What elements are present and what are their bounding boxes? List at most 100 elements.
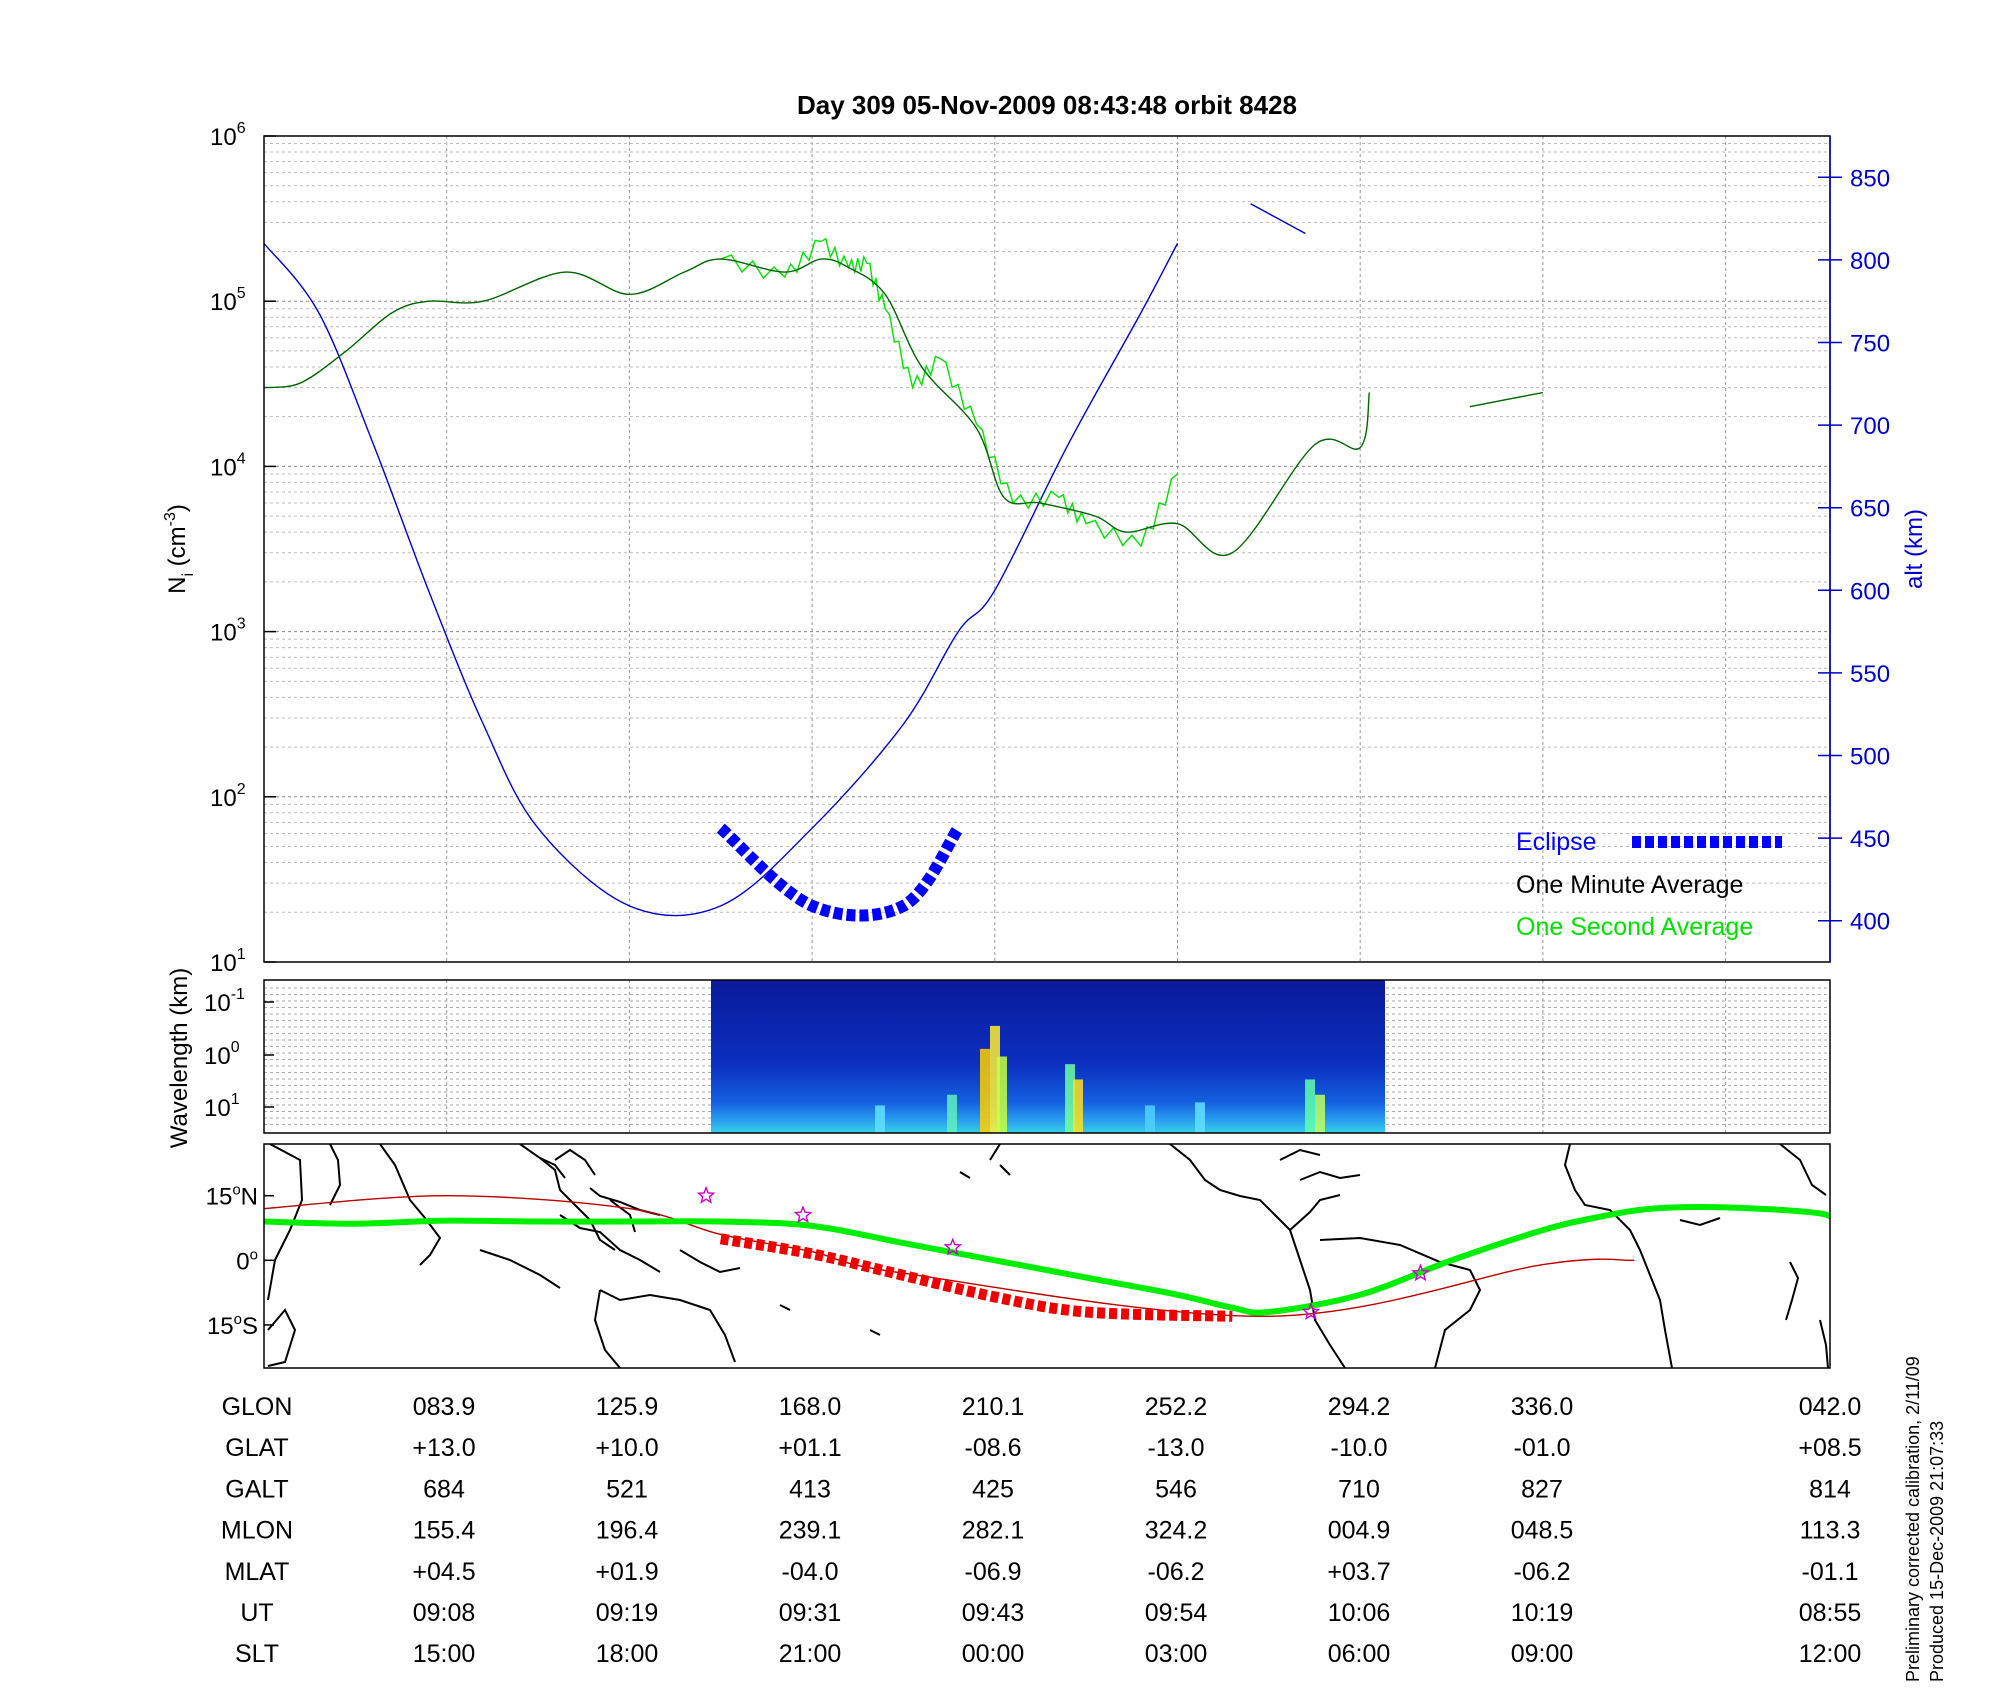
calibration-note: Preliminary corrected calibration, 2/11/… bbox=[1903, 1356, 1923, 1682]
table-cell: 048.5 bbox=[1511, 1517, 1574, 1545]
density-one-minute-line bbox=[264, 258, 1544, 556]
table-cell: -01.1 bbox=[1802, 1558, 1859, 1586]
produced-note: Produced 15-Dec-2009 21:07:33 bbox=[1927, 1421, 1947, 1682]
coastlines bbox=[267, 1144, 1829, 1368]
top-left-ticks: 101 102 103 104 105 106 bbox=[210, 120, 276, 977]
spec-tick-label: 10-1 bbox=[204, 986, 245, 1017]
y-tick-label: 106 bbox=[210, 120, 246, 151]
spec-activity-band bbox=[1315, 1094, 1325, 1133]
alt-tick-label: 450 bbox=[1850, 826, 1890, 853]
lat-tick-label: 15oS bbox=[207, 1311, 258, 1340]
spec-activity-band bbox=[1305, 1079, 1315, 1133]
table-cell: 18:00 bbox=[596, 1640, 659, 1668]
table-cell: +03.7 bbox=[1327, 1558, 1390, 1586]
footer-line-2: Produced 15-Dec-2009 21:07:33 bbox=[1927, 1421, 1947, 1682]
alt-tick-label: 800 bbox=[1850, 248, 1890, 275]
footer-line-1: Preliminary corrected calibration, 2/11/… bbox=[1903, 1356, 1923, 1682]
table-cell: 113.3 bbox=[1800, 1517, 1861, 1545]
table-cell: 09:00 bbox=[1511, 1640, 1574, 1668]
table-cell: 282.1 bbox=[962, 1517, 1025, 1545]
table-cell: 710 bbox=[1338, 1475, 1380, 1503]
alt-tick-label: 850 bbox=[1850, 165, 1890, 192]
table-cell: -01.0 bbox=[1514, 1434, 1571, 1462]
alt-tick-label: 600 bbox=[1850, 578, 1890, 605]
table-cell: -13.0 bbox=[1148, 1434, 1205, 1462]
row-header: UT bbox=[240, 1599, 273, 1627]
spectrogram-activity bbox=[875, 1025, 1325, 1133]
y-tick-label: 102 bbox=[210, 781, 246, 812]
table-cell: 06:00 bbox=[1328, 1640, 1391, 1668]
table-cell: -10.0 bbox=[1331, 1434, 1388, 1462]
spectrogram-panel: 10-1 100 101 Wavelength (km) bbox=[166, 968, 1831, 1149]
svg-text:Ni (cm-3): Ni (cm-3) bbox=[162, 504, 197, 594]
table-cell: -06.9 bbox=[965, 1558, 1022, 1586]
row-header: SLT bbox=[235, 1640, 279, 1668]
table-cell: 210.1 bbox=[962, 1393, 1025, 1421]
orbit-ground-track bbox=[264, 1203, 1830, 1316]
table-cell: 08:55 bbox=[1799, 1599, 1862, 1627]
table-cell: 12:00 bbox=[1799, 1640, 1862, 1668]
altitude-line bbox=[264, 203, 1306, 917]
orbit-eclipse-track bbox=[719, 1233, 1233, 1322]
legend-one-second: One Second Average bbox=[1516, 913, 1753, 941]
table-cell: 324.2 bbox=[1145, 1517, 1208, 1545]
table-cell: 336.0 bbox=[1511, 1393, 1574, 1421]
table-cell: 196.4 bbox=[596, 1517, 659, 1545]
eclipse-marker-line bbox=[716, 823, 964, 922]
table-cell: 684 bbox=[423, 1475, 465, 1503]
table-cell: 413 bbox=[789, 1475, 831, 1503]
station-star bbox=[1301, 1302, 1321, 1321]
table-cell: 814 bbox=[1809, 1475, 1851, 1503]
legend-one-minute: One Minute Average bbox=[1516, 871, 1743, 899]
table-cell: 10:06 bbox=[1328, 1599, 1391, 1627]
table-cell: 09:19 bbox=[596, 1599, 659, 1627]
table-cell: 09:31 bbox=[779, 1599, 842, 1627]
table-cell: 168.0 bbox=[779, 1393, 842, 1421]
alt-tick-label: 650 bbox=[1850, 496, 1890, 523]
lat-tick-label: 15oN bbox=[206, 1182, 258, 1211]
table-cell: -04.0 bbox=[782, 1558, 839, 1586]
table-cell: +04.5 bbox=[412, 1558, 475, 1586]
station-star bbox=[696, 1185, 716, 1204]
table-cell: 083.9 bbox=[413, 1393, 476, 1421]
table-cell: -08.6 bbox=[965, 1434, 1022, 1462]
table-cell: +13.0 bbox=[412, 1434, 475, 1462]
spec-activity-band bbox=[1195, 1102, 1205, 1133]
table-cell: 042.0 bbox=[1799, 1393, 1862, 1421]
y-tick-label: 103 bbox=[210, 616, 246, 647]
legend-eclipse: Eclipse bbox=[1516, 828, 1597, 856]
table-cell: 15:00 bbox=[413, 1640, 476, 1668]
table-cell: -06.2 bbox=[1148, 1558, 1205, 1586]
spec-activity-band bbox=[1065, 1064, 1075, 1133]
row-header: GLAT bbox=[225, 1434, 288, 1462]
row-header: GALT bbox=[225, 1475, 288, 1503]
table-cell: 09:54 bbox=[1145, 1599, 1208, 1627]
row-header: MLAT bbox=[225, 1558, 290, 1586]
table-cell: +01.1 bbox=[778, 1434, 841, 1462]
svg-text:Wavelength (km): Wavelength (km) bbox=[166, 968, 193, 1149]
spec-tick-label: 100 bbox=[204, 1039, 240, 1070]
table-cell: 125.9 bbox=[596, 1393, 659, 1421]
table-cell: 09:08 bbox=[413, 1599, 476, 1627]
map-panel: 15oN 0o 15oS bbox=[206, 1143, 1831, 1369]
spectrogram-ticks: 10-1 100 101 bbox=[204, 986, 274, 1122]
row-header: MLON bbox=[221, 1517, 293, 1545]
wavelength-axis-label: Wavelength (km) bbox=[166, 968, 193, 1149]
table-cell: 546 bbox=[1155, 1475, 1197, 1503]
spec-activity-band bbox=[947, 1094, 957, 1133]
table-cell: 155.4 bbox=[413, 1517, 476, 1545]
spec-activity-band bbox=[1073, 1079, 1083, 1133]
row-header: GLON bbox=[222, 1393, 293, 1421]
spec-activity-band bbox=[990, 1025, 1000, 1133]
table-cell: +01.9 bbox=[595, 1558, 658, 1586]
map-lat-ticks: 15oN 0o 15oS bbox=[206, 1182, 274, 1340]
station-star bbox=[943, 1237, 963, 1256]
table-cell: 425 bbox=[972, 1475, 1014, 1503]
svg-text:alt (km): alt (km) bbox=[1901, 509, 1928, 589]
spec-activity-band bbox=[875, 1105, 885, 1133]
alt-tick-label: 700 bbox=[1850, 413, 1890, 440]
table-cell: +08.5 bbox=[1798, 1434, 1861, 1462]
table-cell: 09:43 bbox=[962, 1599, 1025, 1627]
ground-stations bbox=[696, 1185, 1430, 1321]
